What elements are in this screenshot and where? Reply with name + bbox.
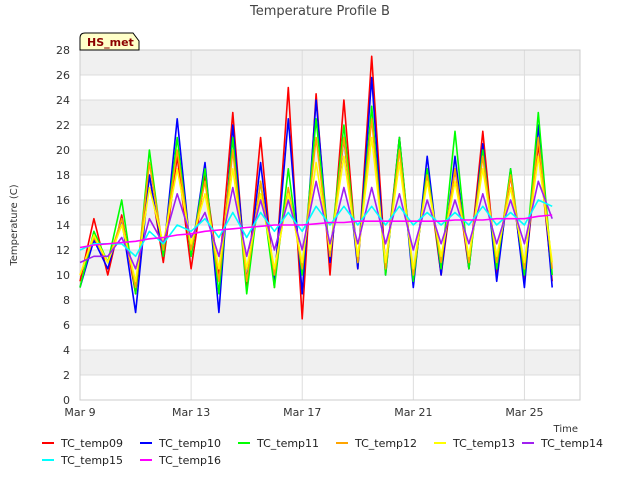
y-tick-label: 28 [56,44,70,57]
grid-band [80,150,580,175]
x-axis-ticks: Mar 9 Mar 13 Mar 17 Mar 21 Mar 25 [64,406,543,419]
x-tick-label: Mar 13 [172,406,210,419]
legend: TC_temp09 TC_temp10 TC_temp11 TC_temp12 TC_t… [42,437,603,467]
x-tick-label: Mar 9 [64,406,95,419]
series-layer [79,55,553,320]
badge-label: HS_met [87,36,134,49]
grid-band [80,100,580,125]
legend-label: TC_temp09 [60,437,123,450]
y-tick-label: 18 [56,169,70,182]
y-tick-label: 22 [56,119,70,132]
y-tick-label: 6 [63,319,70,332]
legend-label: TC_temp10 [158,437,221,450]
plot-frame [79,49,581,401]
y-tick-label: 2 [63,369,70,382]
y-tick-label: 24 [56,94,70,107]
legend-label: TC_temp11 [256,437,319,450]
y-tick-label: 4 [63,344,70,357]
legend-label: TC_temp15 [60,454,123,467]
y-tick-label: 16 [56,194,70,207]
y-tick-label: 14 [56,219,70,232]
x-tick-label: Mar 17 [283,406,321,419]
legend-label: TC_temp14 [540,437,603,450]
badge-shape [79,32,140,51]
y-tick-label: 8 [63,294,70,307]
x-tick-label: Mar 21 [394,406,432,419]
y-tick-label: 26 [56,69,70,82]
x-axis-label: Time [553,424,578,435]
y-tick-label: 20 [56,144,70,157]
grid-band [80,350,580,375]
y-tick-label: 12 [56,244,70,257]
legend-label: TC_temp13 [452,437,515,450]
station-badge: HS_met [79,32,140,51]
y-tick-label: 10 [56,269,70,282]
chart-title: Temperature Profile B [249,4,390,19]
legend-label: TC_temp16 [158,454,221,467]
grid-band [80,300,580,325]
legend-label: TC_temp12 [354,437,417,450]
grid-band [80,200,580,225]
series-line-tc_temp14 [79,180,553,270]
x-tick-label: Mar 25 [505,406,543,419]
series-line-tc_temp15 [79,199,553,258]
y-axis-label: Temperature (C) [9,184,20,266]
series-line-tc_temp16 [79,214,553,249]
grid-band [80,50,580,75]
y-tick-label: 0 [63,394,70,407]
